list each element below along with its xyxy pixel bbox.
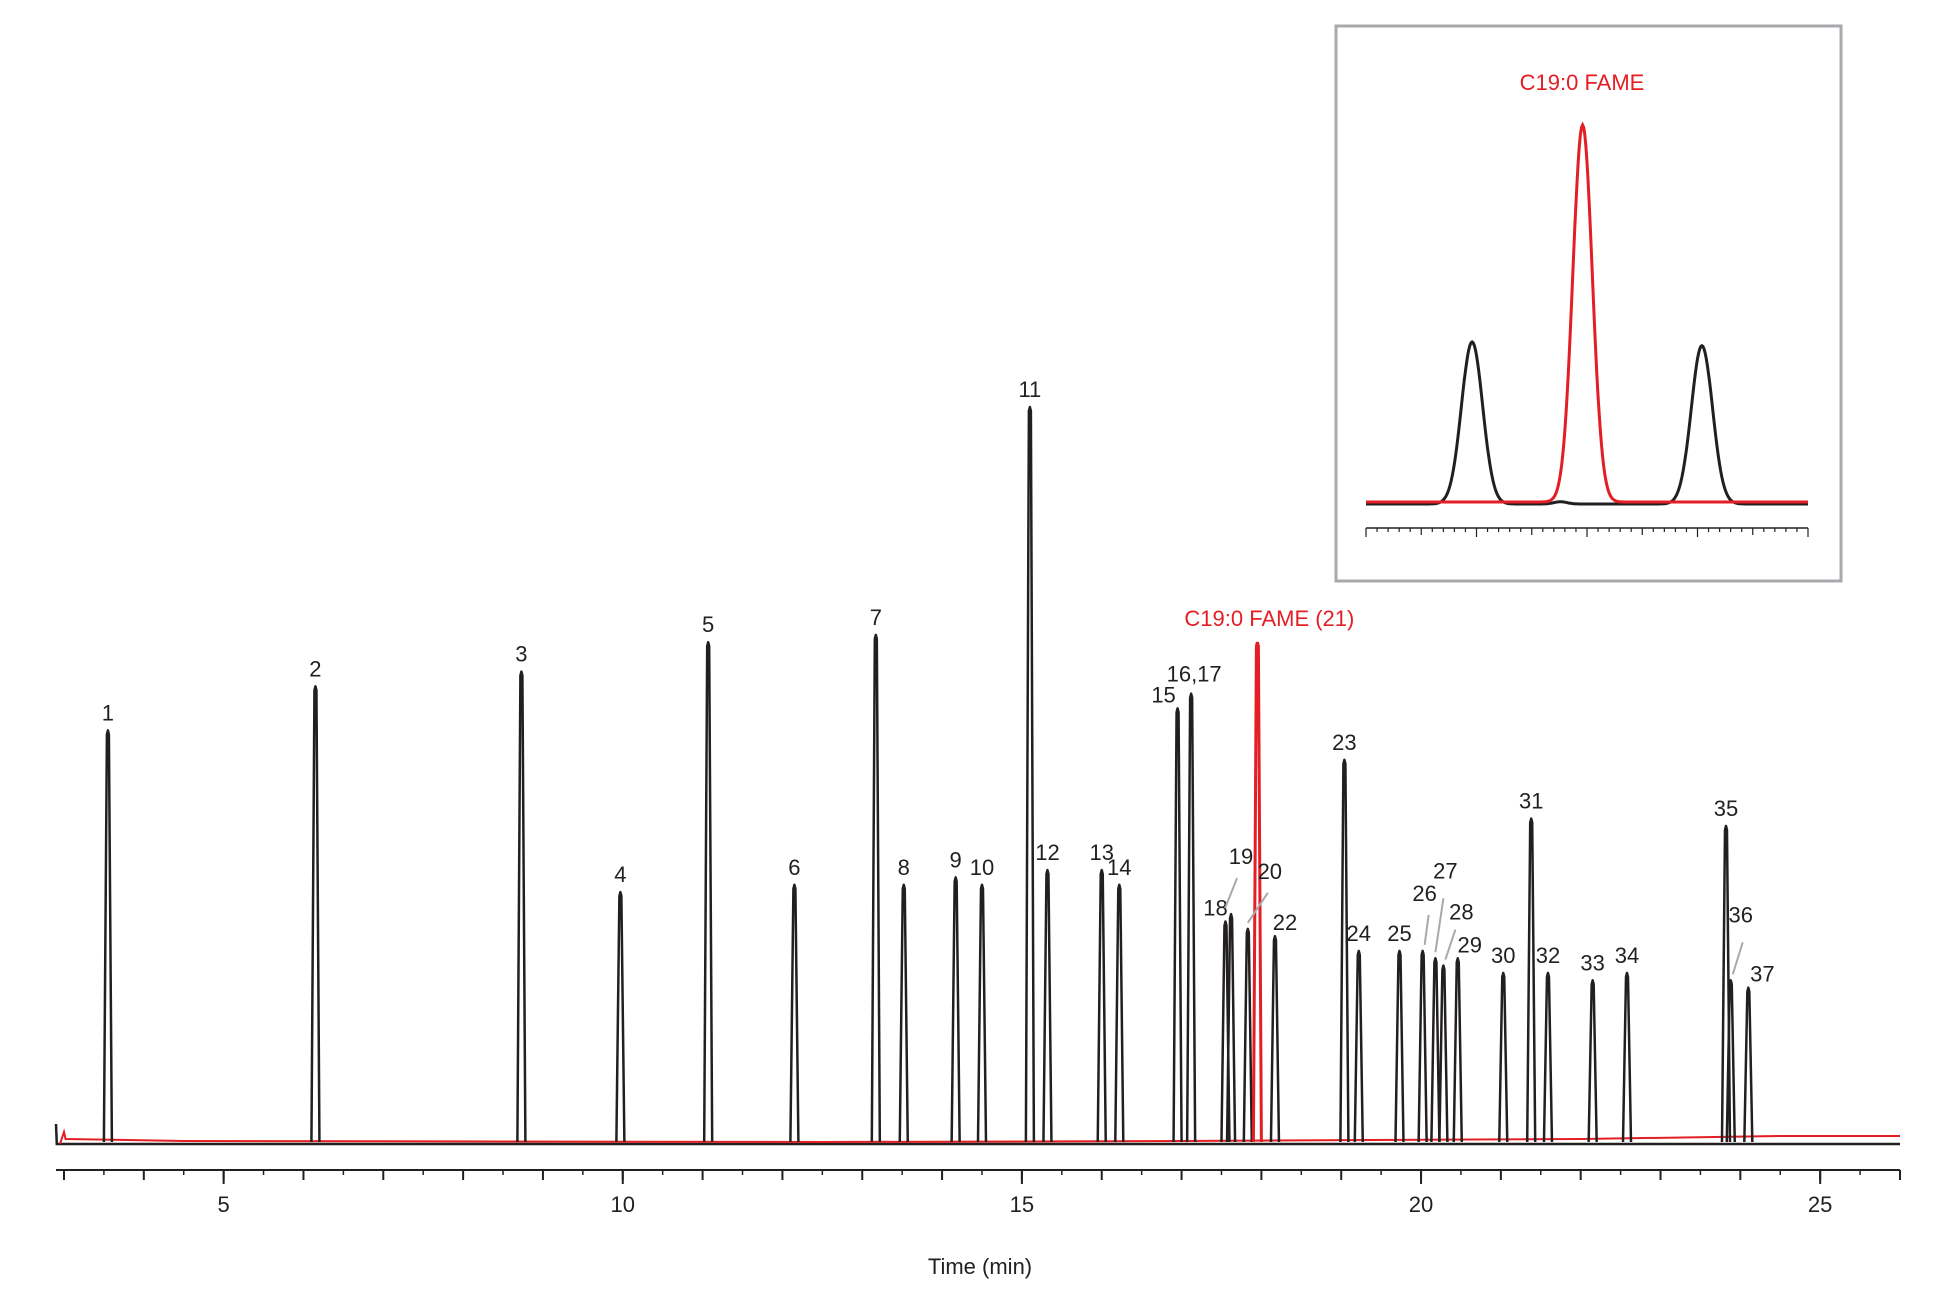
peak-8: [898, 883, 910, 1143]
leader-line-36: [1731, 942, 1744, 975]
peak-label-23: 23: [1332, 730, 1356, 755]
peak-label-32: 32: [1536, 943, 1560, 968]
peak-16-17: [1185, 692, 1197, 1143]
peak-26: [1417, 949, 1428, 1143]
x-tick-label: 15: [1010, 1192, 1034, 1217]
peak-14: [1114, 883, 1125, 1143]
peak-6: [789, 883, 800, 1143]
peak-label-7: 7: [870, 605, 882, 630]
peak-13: [1096, 868, 1107, 1143]
peak-label-13: 13: [1089, 840, 1113, 865]
inset-frame: [1334, 24, 1843, 583]
peak-3: [516, 670, 527, 1143]
peak-7: [870, 633, 882, 1143]
leader-line-28: [1444, 929, 1457, 960]
peak-37: [1743, 986, 1754, 1143]
internal-standard-label: C19:0 FAME (21): [1184, 606, 1354, 631]
inset-internal-standard-trace: [1366, 121, 1808, 504]
peak-label-3: 3: [515, 642, 527, 667]
peak-label-33: 33: [1580, 950, 1604, 975]
peak-label-16-17: 16,17: [1167, 662, 1222, 687]
peak-label-22: 22: [1273, 910, 1297, 935]
peak-15: [1172, 707, 1183, 1143]
leader-line-19: [1224, 877, 1238, 909]
x-axis: 5 10 15 20 25: [56, 1169, 1901, 1217]
leader-line-20: [1246, 892, 1269, 924]
peak-31: [1525, 817, 1537, 1143]
peak-label-6: 6: [788, 855, 800, 880]
peak-9: [950, 876, 961, 1143]
x-tick-label: 20: [1409, 1192, 1433, 1217]
leader-line-27: [1434, 898, 1445, 953]
peak-label-24: 24: [1347, 921, 1371, 946]
peak-label-20: 20: [1258, 859, 1282, 884]
peak-label-36: 36: [1729, 902, 1753, 927]
peak-32: [1542, 971, 1554, 1143]
peak-28: [1438, 964, 1449, 1143]
peak-label-11: 11: [1018, 377, 1041, 402]
peak-34: [1621, 971, 1633, 1143]
peak-24: [1353, 949, 1365, 1143]
peak-18: [1220, 920, 1231, 1143]
peak-label-2: 2: [309, 656, 321, 681]
peak-2: [310, 685, 321, 1143]
peak-23: [1339, 758, 1350, 1143]
peak-label-35: 35: [1714, 796, 1738, 821]
peak-label-12: 12: [1035, 840, 1059, 865]
peak-36: [1725, 979, 1737, 1143]
peak-20: [1242, 927, 1254, 1143]
peak-label-34: 34: [1615, 943, 1639, 968]
peak-25: [1394, 949, 1405, 1143]
inset-traces: [1366, 121, 1808, 506]
internal-standard-peak: [1251, 641, 1263, 1143]
peak-label-9: 9: [950, 847, 962, 872]
peak-label-28: 28: [1449, 900, 1473, 925]
x-tick-label: 25: [1808, 1192, 1832, 1217]
peak-1: [102, 729, 114, 1143]
peak-label-8: 8: [898, 855, 910, 880]
peak-10: [976, 883, 988, 1143]
internal-standard-baseline: [59, 1128, 1900, 1145]
x-axis-label: Time (min): [928, 1254, 1032, 1279]
peak-11: [1024, 405, 1036, 1143]
peak-label-10: 10: [970, 855, 994, 880]
inset-axis: [1365, 527, 1809, 537]
peak-label-29: 29: [1458, 932, 1482, 957]
peak-33: [1587, 979, 1598, 1143]
peak-label-25: 25: [1387, 921, 1411, 946]
main-traces: [54, 405, 1900, 1146]
peak-12: [1042, 868, 1053, 1143]
inset-panel: C19:0 FAME: [1334, 24, 1843, 583]
peak-label-31: 31: [1519, 789, 1543, 814]
peak-label-14: 14: [1107, 855, 1131, 880]
peak-35: [1720, 824, 1732, 1143]
peak-label-19: 19: [1229, 844, 1253, 869]
peak-label-26: 26: [1412, 881, 1436, 906]
peak-29: [1452, 957, 1464, 1143]
peak-19: [1225, 912, 1237, 1143]
x-tick-label: 5: [218, 1192, 230, 1217]
peak-label-4: 4: [614, 862, 626, 887]
standard-baseline: [54, 1123, 1900, 1146]
peak-22: [1269, 934, 1281, 1143]
peak-label-37: 37: [1750, 962, 1774, 987]
peak-label-18: 18: [1203, 896, 1227, 921]
peak-label-27: 27: [1433, 858, 1457, 883]
peak-5: [702, 640, 714, 1143]
inset-title: C19:0 FAME: [1520, 70, 1645, 95]
peak-4: [615, 890, 626, 1143]
peak-label-15: 15: [1151, 682, 1175, 707]
peak-label-30: 30: [1491, 943, 1515, 968]
peak-27: [1430, 957, 1441, 1143]
peak-30: [1498, 971, 1509, 1143]
leader-line-26: [1423, 914, 1430, 946]
x-tick-label: 10: [611, 1192, 635, 1217]
peak-label-1: 1: [102, 700, 114, 725]
peak-label-5: 5: [702, 612, 714, 637]
